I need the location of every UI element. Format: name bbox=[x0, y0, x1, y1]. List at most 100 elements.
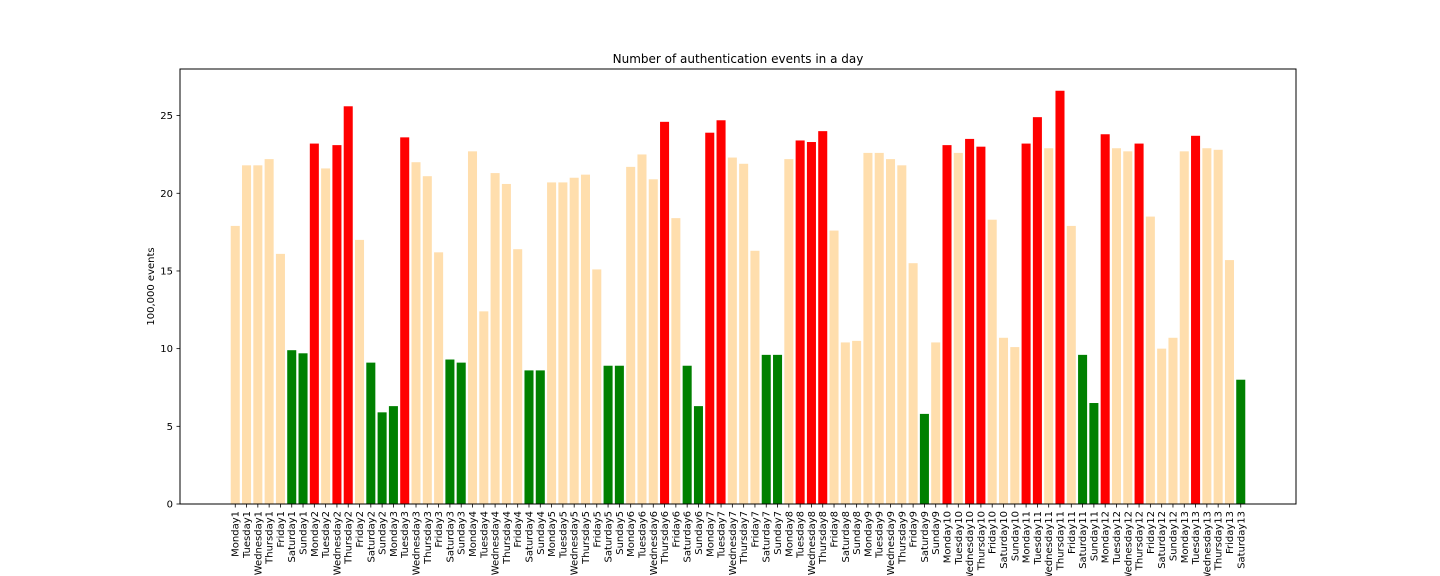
x-tick-label: Wednesday3 bbox=[412, 511, 423, 575]
bar-sunday6 bbox=[693, 406, 703, 504]
x-axis: Monday1 Tuesday1 Wednesday1 Thursday1 Friday… bbox=[231, 504, 1247, 576]
bar-thursday12 bbox=[1134, 143, 1144, 505]
bar-saturday9 bbox=[919, 413, 929, 504]
x-tick-label: Wednesday11 bbox=[1044, 511, 1055, 576]
bar-sunday9 bbox=[931, 342, 941, 504]
x-tick-label: Tuesday9 bbox=[875, 511, 886, 559]
bar-wednesday9 bbox=[886, 159, 896, 504]
bar-saturday4 bbox=[524, 370, 534, 504]
y-tick-label: 0 bbox=[167, 500, 173, 511]
bar-monday10 bbox=[942, 145, 952, 504]
bar-sunday3 bbox=[456, 362, 466, 504]
x-tick-label: Monday12 bbox=[1101, 511, 1112, 563]
y-tick-label: 15 bbox=[160, 266, 173, 277]
x-tick-label: Monday9 bbox=[863, 511, 874, 557]
bar-thursday11 bbox=[1055, 90, 1065, 504]
bar-monday12 bbox=[1100, 134, 1110, 504]
x-tick-label: Saturday2 bbox=[366, 511, 377, 562]
x-tick-label: Tuesday11 bbox=[1033, 511, 1044, 565]
bar-sunday1 bbox=[298, 353, 308, 504]
x-tick-label: Tuesday12 bbox=[1112, 511, 1123, 565]
x-tick-label: Sunday3 bbox=[457, 511, 468, 555]
bar-friday9 bbox=[908, 263, 918, 504]
x-tick-label: Monday13 bbox=[1180, 511, 1191, 563]
x-tick-label: Sunday11 bbox=[1089, 511, 1100, 561]
x-tick-label: Friday5 bbox=[592, 511, 603, 548]
bar-thursday5 bbox=[580, 174, 590, 504]
x-tick-label: Saturday11 bbox=[1078, 511, 1089, 569]
bar-saturday7 bbox=[761, 354, 771, 504]
x-tick-label: Thursday7 bbox=[739, 511, 750, 565]
bar-tuesday2 bbox=[321, 168, 331, 504]
bar-saturday10 bbox=[998, 337, 1009, 504]
x-tick-label: Monday7 bbox=[705, 511, 716, 557]
x-tick-label: Thursday4 bbox=[502, 511, 513, 565]
x-tick-label: Tuesday10 bbox=[954, 511, 965, 565]
bar-tuesday13 bbox=[1191, 135, 1201, 504]
x-tick-label: Friday4 bbox=[513, 511, 524, 548]
x-tick-label: Wednesday4 bbox=[491, 511, 502, 575]
x-tick-label: Friday9 bbox=[909, 511, 920, 548]
x-tick-label: Friday7 bbox=[750, 511, 761, 548]
x-tick-label: Monday2 bbox=[310, 511, 321, 557]
x-tick-label: Tuesday1 bbox=[242, 511, 253, 559]
bar-saturday6 bbox=[682, 365, 692, 504]
bar-tuesday10 bbox=[953, 152, 963, 504]
bar-tuesday1 bbox=[242, 165, 252, 505]
x-tick-label: Monday6 bbox=[626, 511, 637, 557]
x-tick-label: Thursday9 bbox=[897, 511, 908, 565]
x-tick-label: Tuesday4 bbox=[479, 511, 490, 559]
bar-tuesday4 bbox=[479, 311, 489, 504]
x-tick-label: Thursday13 bbox=[1214, 511, 1225, 571]
x-tick-label: Sunday9 bbox=[931, 511, 942, 555]
x-tick-label: Wednesday8 bbox=[807, 511, 818, 575]
x-tick-label: Saturday8 bbox=[841, 511, 852, 562]
bar-thursday2 bbox=[343, 106, 353, 505]
x-tick-label: Sunday7 bbox=[773, 511, 784, 555]
bar-friday5 bbox=[592, 269, 602, 504]
x-tick-label: Thursday3 bbox=[423, 511, 434, 565]
x-tick-label: Saturday3 bbox=[445, 511, 456, 562]
bar-tuesday6 bbox=[637, 154, 647, 505]
chart-title: Number of authentication events in a day bbox=[613, 52, 864, 66]
bar-monday13 bbox=[1179, 151, 1189, 504]
bar-friday11 bbox=[1066, 225, 1076, 505]
bar-monday11 bbox=[1021, 143, 1031, 505]
bar-friday1 bbox=[275, 253, 285, 504]
x-tick-label: Thursday2 bbox=[344, 511, 355, 565]
bar-friday2 bbox=[355, 239, 365, 504]
x-tick-label: Thursday8 bbox=[818, 511, 829, 565]
bar-wednesday12 bbox=[1123, 151, 1133, 504]
bar-thursday6 bbox=[660, 121, 670, 505]
bar-thursday7 bbox=[739, 163, 749, 504]
bar-monday8 bbox=[784, 159, 794, 504]
y-axis-label: 100,000 events bbox=[146, 247, 157, 325]
x-tick-label: Thursday10 bbox=[976, 511, 987, 571]
bar-saturday13 bbox=[1236, 379, 1246, 504]
bar-monday6 bbox=[626, 166, 636, 504]
x-tick-label: Friday1 bbox=[276, 511, 287, 548]
bar-wednesday11 bbox=[1044, 148, 1054, 504]
bar-wednesday7 bbox=[727, 157, 737, 504]
bar-saturday12 bbox=[1157, 348, 1167, 504]
bar-tuesday7 bbox=[716, 120, 726, 505]
y-tick-label: 5 bbox=[167, 422, 173, 433]
bar-thursday1 bbox=[264, 159, 274, 504]
bar-monday3 bbox=[388, 406, 398, 504]
x-tick-label: Saturday7 bbox=[762, 511, 773, 562]
x-tick-label: Monday10 bbox=[943, 511, 954, 563]
x-tick-label: Tuesday7 bbox=[717, 511, 728, 559]
x-tick-label: Tuesday13 bbox=[1191, 511, 1202, 565]
bar-sunday11 bbox=[1089, 403, 1099, 504]
bar-tuesday3 bbox=[400, 137, 410, 504]
x-tick-label: Sunday10 bbox=[1010, 511, 1021, 561]
x-tick-label: Thursday5 bbox=[581, 511, 592, 565]
bar-thursday4 bbox=[501, 183, 511, 504]
x-tick-label: Wednesday2 bbox=[332, 511, 343, 575]
bar-saturday11 bbox=[1078, 354, 1088, 504]
x-tick-label: Monday4 bbox=[468, 511, 479, 557]
x-tick-label: Friday8 bbox=[830, 511, 841, 548]
bar-monday7 bbox=[705, 132, 715, 505]
bar-sunday12 bbox=[1168, 337, 1178, 504]
